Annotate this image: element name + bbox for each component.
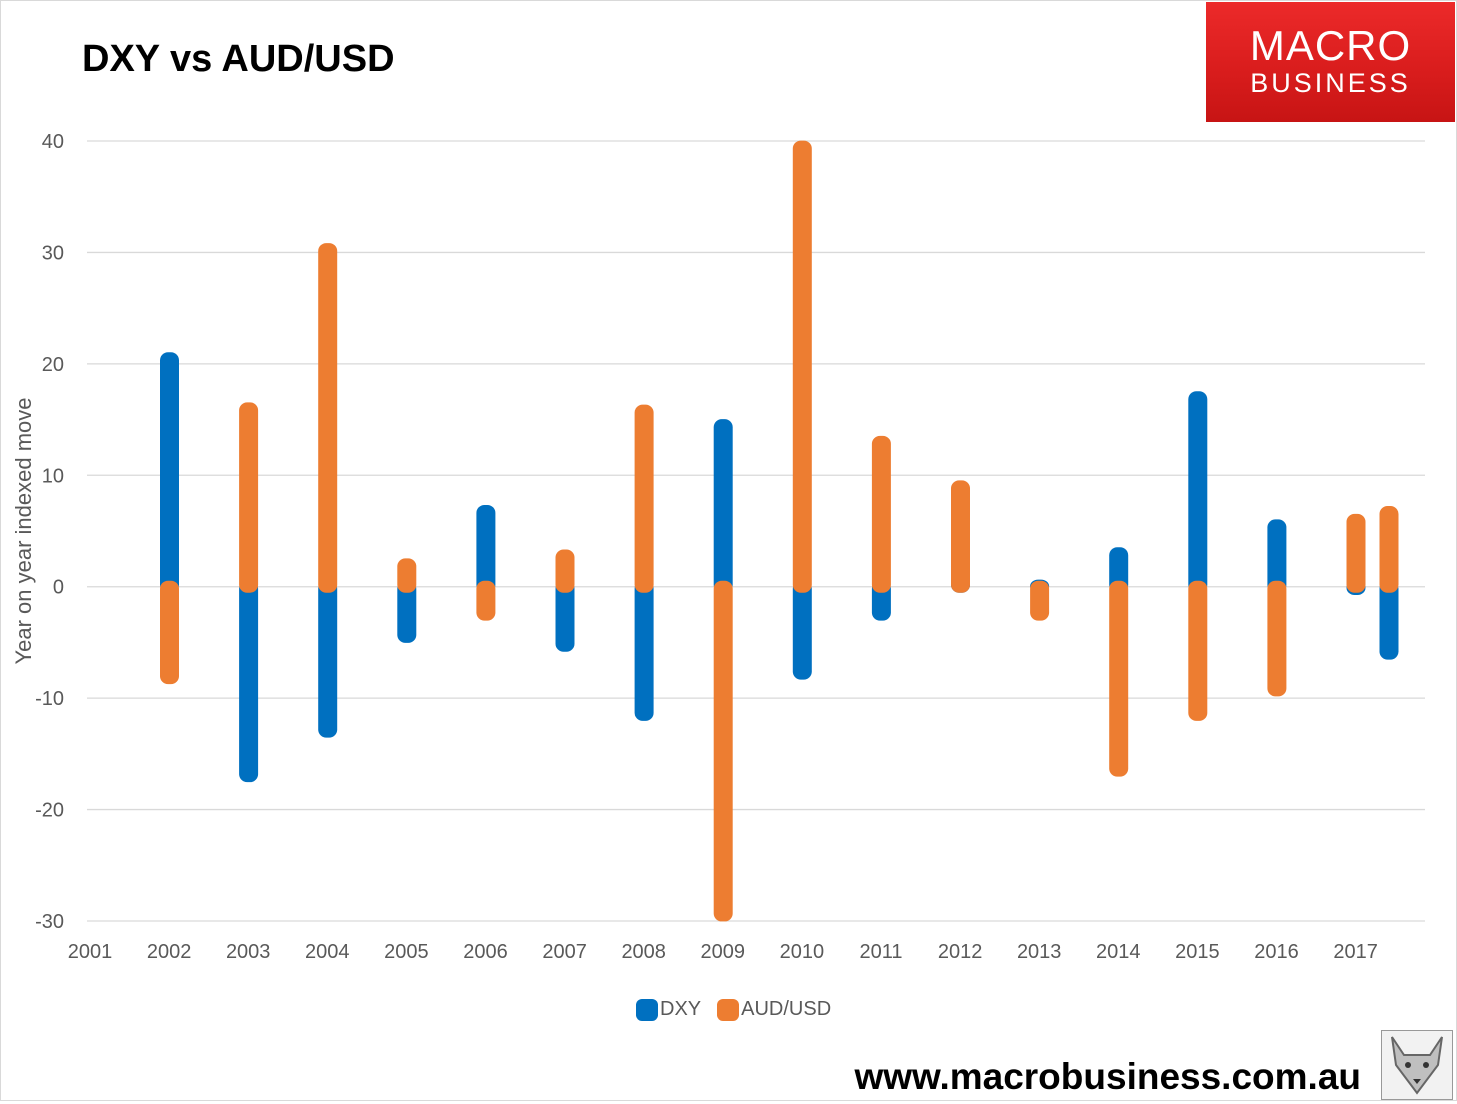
bars [160,140,1399,922]
x-tick-label: 2002 [147,941,192,963]
macro-business-logo[interactable]: MACRO BUSINESS [1206,2,1455,122]
website-url[interactable]: www.macrobusiness.com.au [854,1056,1361,1097]
audusd-bar [951,480,970,593]
x-tick-label: 2005 [384,941,429,963]
audusd-bar [1109,580,1129,777]
audusd-bar [160,580,179,685]
legend-label-dxy: DXY [660,998,702,1020]
audusd-bar [318,243,338,593]
audusd-bar [1379,506,1399,593]
grid-lines [87,140,1425,922]
audusd-bar [1188,580,1208,721]
x-tick-label: 2016 [1254,941,1299,963]
y-tick-label: 20 [42,354,64,376]
x-tick-label: 2013 [1017,941,1062,963]
dxy-bar [1109,547,1129,593]
x-tick-label: 2004 [305,941,350,963]
x-tick-label: 2010 [780,941,825,963]
audusd-bar [871,435,891,593]
y-tick-label: 0 [53,577,64,599]
legend-swatch-audusd [717,998,740,1021]
dxy-bar [713,419,733,593]
x-tick-label: 2008 [621,941,666,963]
legend-item-audusd[interactable]: AUD/USD [717,998,831,1021]
dxy-bar [160,352,179,593]
y-tick-label: -20 [35,800,64,822]
audusd-bar [239,402,259,593]
x-tick-label: 2015 [1175,941,1220,963]
audusd-bar [1267,580,1287,697]
dxy-bar [1267,519,1287,593]
y-tick-label: 30 [42,242,64,264]
dxy-bar [239,580,259,783]
audusd-bar [555,549,575,593]
x-tick-label: 2003 [226,941,271,963]
audusd-bar [1346,513,1366,593]
x-tick-labels: 2001 2002 2003 2004 2005 2006 2007 2008 2009 2010… [68,941,1378,963]
y-tick-label: -30 [35,911,64,933]
x-tick-label: 2006 [463,941,508,963]
dxy-bar [476,504,496,593]
y-tick-label: 10 [42,465,64,487]
legend: DXY AUD/USD [636,998,847,1021]
dxy-bar [792,580,812,680]
x-tick-label: 2001 [68,941,113,963]
audusd-bar [634,404,654,593]
dxy-bar [1379,580,1399,660]
fox-mascot-icon [1381,1030,1453,1100]
legend-swatch-dxy [636,998,658,1021]
y-tick-labels: 40 30 20 10 0 -10 -20 -30 [35,131,64,933]
legend-label-audusd: AUD/USD [741,998,832,1020]
x-tick-label: 2007 [542,941,587,963]
x-tick-label: 2011 [859,941,902,963]
audusd-bar [1030,580,1050,621]
dxy-bar [1188,391,1208,593]
audusd-bar [476,580,496,621]
y-tick-label: -10 [35,688,64,710]
dxy-bar [318,580,338,738]
dxy-bar [397,580,417,643]
dxy-bar [555,580,575,652]
legend-item-dxy[interactable]: DXY [636,998,701,1021]
x-tick-label: 2012 [938,941,983,963]
dxy-bar [634,580,654,721]
x-tick-label: 2014 [1096,941,1141,963]
logo-line2: BUSINESS [1250,68,1411,98]
audusd-bar [792,140,812,593]
logo-line1: MACRO [1249,22,1412,69]
x-tick-label: 2017 [1333,941,1378,963]
y-tick-label: 40 [42,131,64,153]
audusd-bar [713,580,733,922]
chart-title: DXY vs AUD/USD [82,38,395,80]
audusd-bar [397,558,417,593]
x-tick-label: 2009 [701,941,746,963]
